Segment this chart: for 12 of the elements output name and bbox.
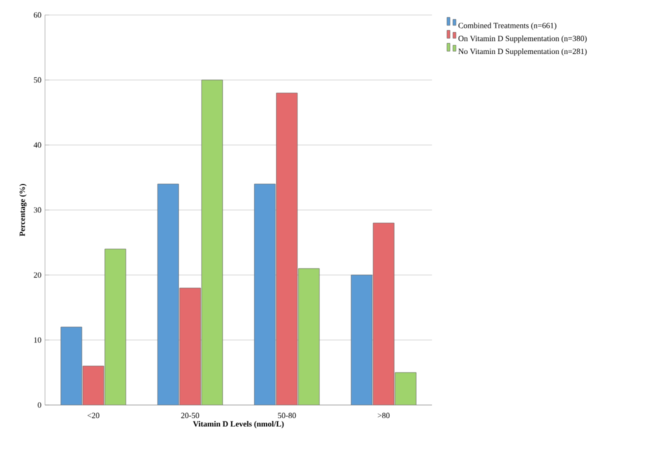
bar [394, 372, 416, 405]
bar [157, 184, 179, 405]
bar [60, 326, 82, 405]
bar [276, 92, 298, 405]
bar [179, 288, 201, 405]
bar [201, 80, 223, 405]
bar [82, 366, 104, 405]
bar [372, 222, 394, 405]
bar [350, 274, 372, 405]
bar [298, 268, 320, 405]
bar [104, 248, 126, 405]
bar [254, 184, 276, 405]
